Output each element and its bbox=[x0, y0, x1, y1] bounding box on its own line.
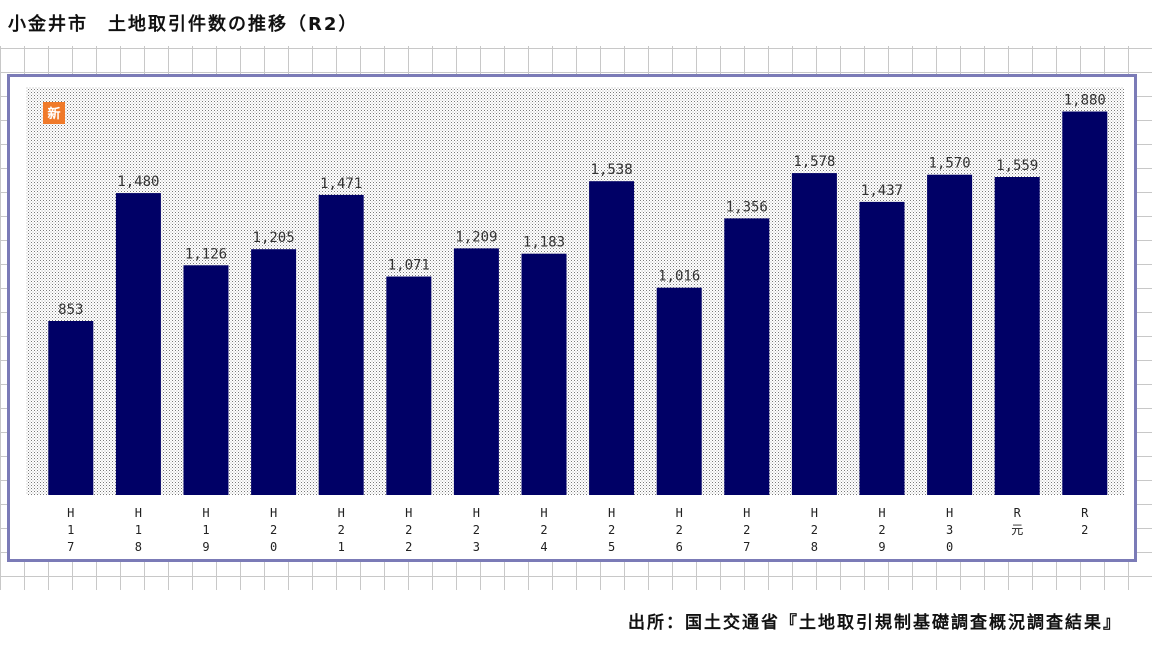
bar-H27 bbox=[724, 218, 770, 495]
bar-H24 bbox=[521, 253, 567, 495]
chart-frame: 新 853 H 1 7 1,480 H 1 8 1,126 H 1 9 1,205 H 2 0 1,471 H 2 1… bbox=[7, 74, 1137, 562]
value-label-H26: 1,016 bbox=[658, 269, 700, 285]
bar-H20 bbox=[251, 249, 297, 495]
bar-H21 bbox=[318, 194, 364, 495]
bars-group: 853 H 1 7 1,480 H 1 8 1,126 H 1 9 1,205 H 2 0 1,471 H 2 1 1,… bbox=[48, 93, 1108, 554]
value-label-H20: 1,205 bbox=[253, 230, 295, 246]
value-label-H19: 1,126 bbox=[185, 246, 227, 262]
value-label-H28: 1,578 bbox=[793, 154, 835, 170]
value-label-H29: 1,437 bbox=[861, 183, 903, 199]
bar-H17 bbox=[48, 321, 94, 495]
value-label-H24: 1,183 bbox=[523, 235, 565, 251]
new-badge-icon: 新 bbox=[43, 102, 65, 124]
value-label-H21: 1,471 bbox=[320, 176, 362, 192]
bar-H19 bbox=[183, 265, 229, 495]
bar-H25 bbox=[589, 181, 635, 495]
bar-H22 bbox=[386, 276, 432, 495]
bar-H23 bbox=[453, 248, 499, 495]
page-title: 小金井市 土地取引件数の推移（R2） bbox=[8, 14, 359, 35]
value-label-H25: 1,538 bbox=[591, 162, 633, 178]
value-label-H27: 1,356 bbox=[726, 199, 768, 215]
value-label-H17: 853 bbox=[58, 302, 83, 318]
value-label-H30: 1,570 bbox=[929, 156, 971, 172]
value-label-H18: 1,480 bbox=[117, 174, 159, 190]
value-label-R2: 1,880 bbox=[1064, 93, 1106, 109]
value-label-R元: 1,559 bbox=[996, 158, 1038, 174]
bar-H26 bbox=[656, 287, 702, 495]
bar-H28 bbox=[791, 173, 837, 495]
value-label-H23: 1,209 bbox=[455, 229, 497, 245]
svg-text:新: 新 bbox=[47, 106, 60, 122]
bar-H18 bbox=[115, 193, 161, 495]
title-bar: 小金井市 土地取引件数の推移（R2） bbox=[0, 0, 1152, 46]
bar-H29 bbox=[859, 201, 905, 495]
source-bar: 出所：国土交通省『土地取引規制基礎調査概況調査結果』 bbox=[0, 590, 1152, 648]
source-note: 出所：国土交通省『土地取引規制基礎調査概況調査結果』 bbox=[628, 613, 1122, 633]
bar-chart: 新 853 H 1 7 1,480 H 1 8 1,126 H 1 9 1,205 H 2 0 1,471 H 2 1… bbox=[26, 87, 1124, 554]
value-label-H22: 1,071 bbox=[388, 258, 430, 274]
bar-H30 bbox=[927, 174, 973, 495]
bar-R2 bbox=[1062, 111, 1108, 495]
bar-R元 bbox=[994, 177, 1040, 495]
